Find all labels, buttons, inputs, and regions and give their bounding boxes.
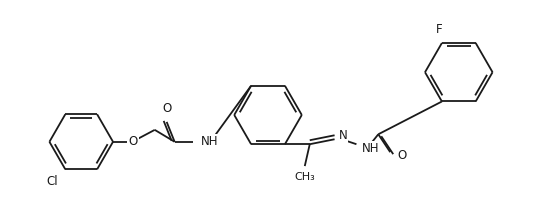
Text: NH: NH xyxy=(361,142,379,155)
Text: O: O xyxy=(162,102,171,115)
Text: N: N xyxy=(339,129,347,142)
Text: Cl: Cl xyxy=(47,175,58,188)
Text: NH: NH xyxy=(200,135,218,148)
Text: O: O xyxy=(397,149,407,162)
Text: CH₃: CH₃ xyxy=(294,172,315,182)
Text: F: F xyxy=(436,23,442,36)
Text: O: O xyxy=(129,135,138,148)
